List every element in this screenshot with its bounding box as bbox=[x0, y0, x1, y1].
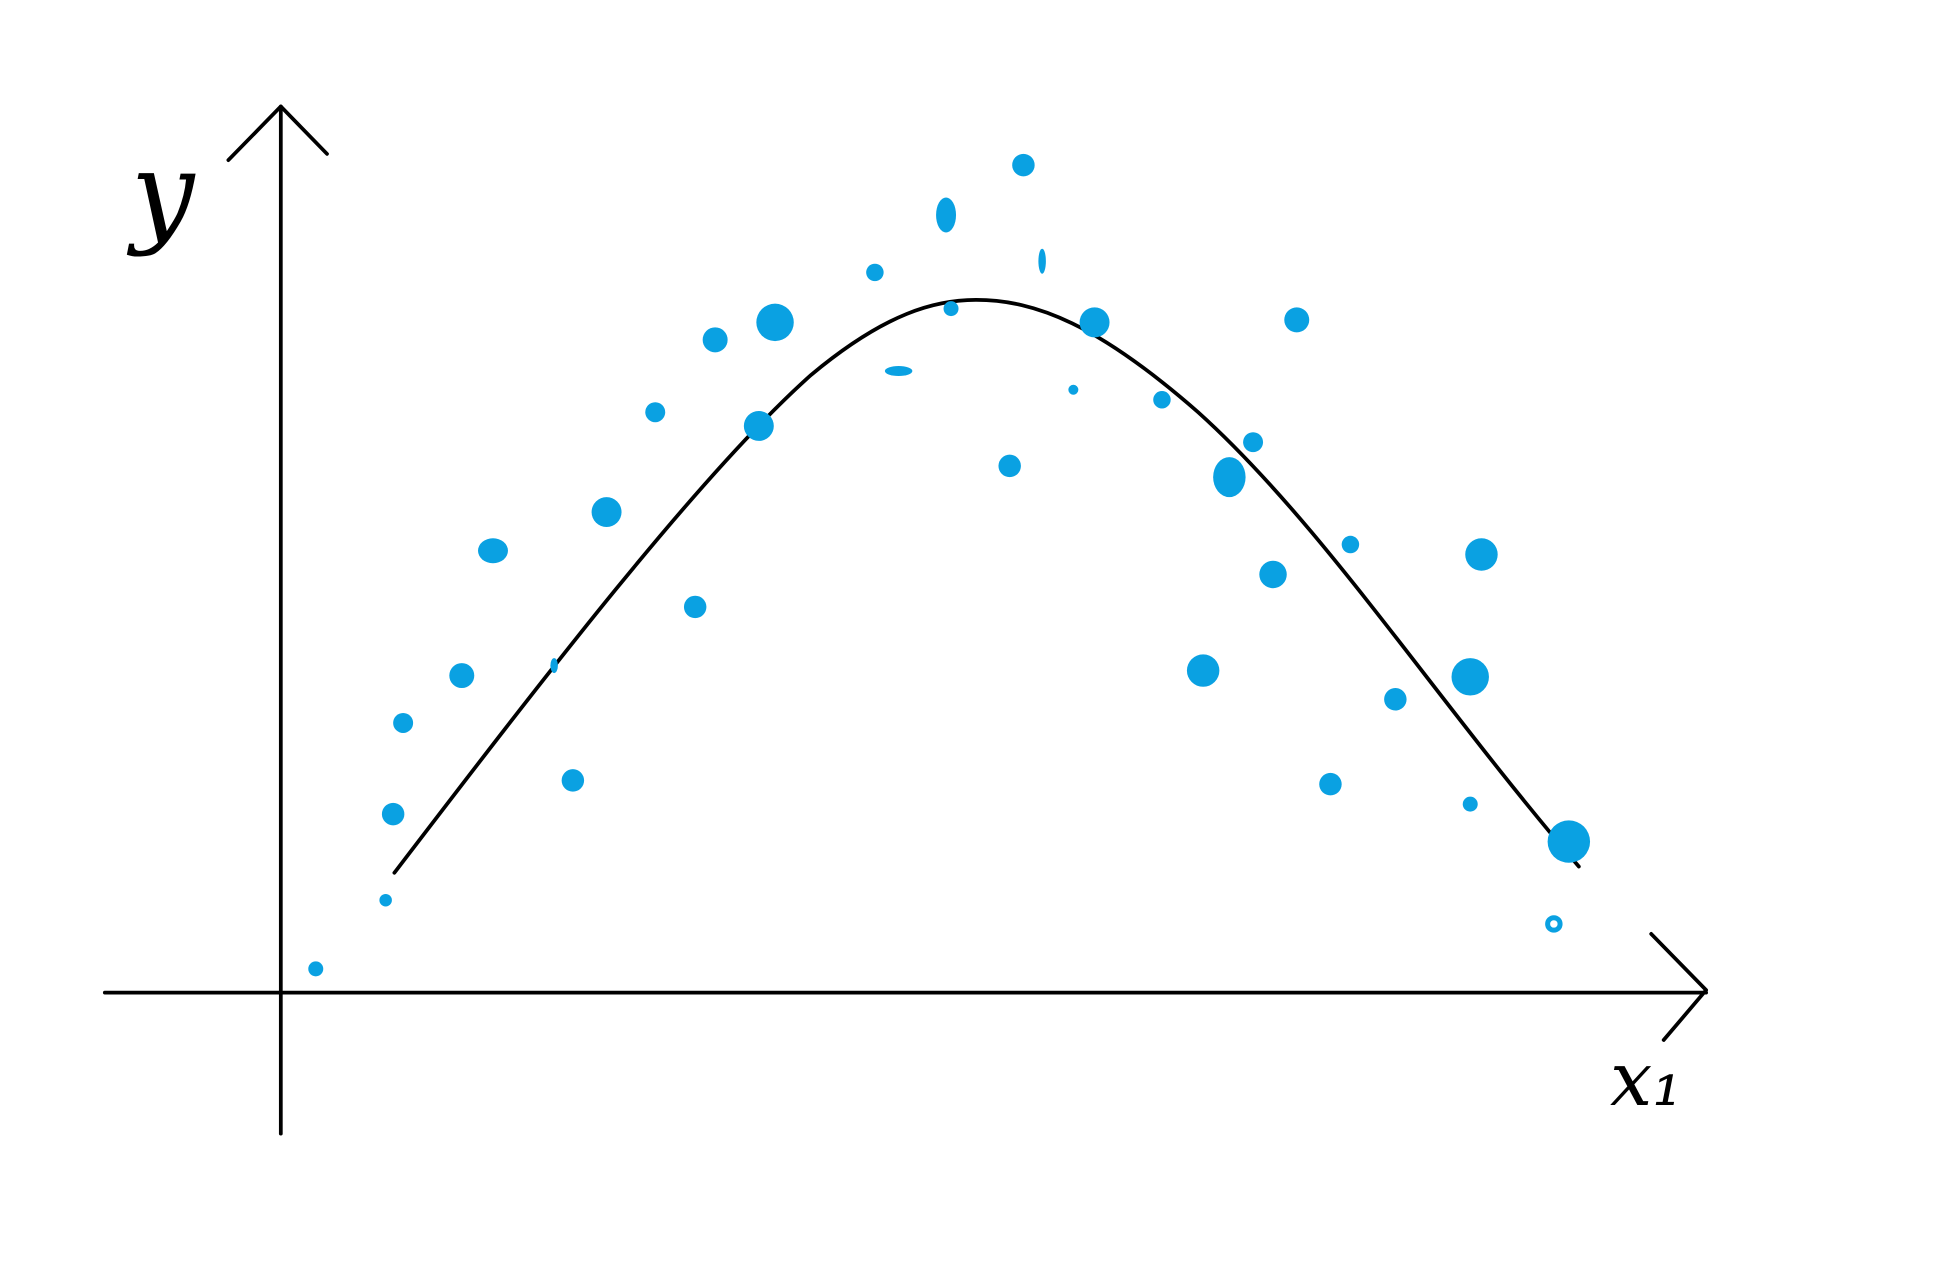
point bbox=[683, 595, 707, 619]
point bbox=[1341, 535, 1360, 554]
point bbox=[1319, 772, 1342, 796]
point bbox=[478, 538, 508, 564]
point bbox=[1038, 248, 1046, 274]
point bbox=[1284, 307, 1310, 333]
point bbox=[866, 263, 884, 282]
point bbox=[1186, 654, 1220, 687]
point bbox=[1465, 538, 1498, 571]
point bbox=[1259, 560, 1287, 589]
point bbox=[1384, 688, 1407, 711]
point bbox=[1462, 796, 1478, 812]
y-axis-label: y bbox=[126, 128, 196, 258]
point bbox=[702, 327, 728, 353]
point bbox=[381, 802, 405, 826]
point bbox=[591, 497, 622, 528]
point bbox=[550, 658, 558, 674]
x-axis-label: x₁ bbox=[1610, 1035, 1682, 1123]
point bbox=[393, 713, 414, 733]
point bbox=[379, 893, 392, 907]
point bbox=[998, 454, 1021, 478]
point bbox=[743, 410, 774, 441]
point bbox=[561, 769, 585, 792]
fit-curve bbox=[392, 298, 1581, 875]
x-arrowhead bbox=[1649, 932, 1708, 1042]
point bbox=[645, 402, 666, 423]
point bbox=[756, 303, 794, 342]
point bbox=[1547, 820, 1591, 863]
point bbox=[449, 663, 475, 689]
point bbox=[1153, 391, 1171, 409]
point bbox=[884, 366, 913, 377]
point bbox=[308, 961, 324, 977]
point bbox=[1243, 432, 1264, 453]
point bbox=[1545, 915, 1563, 933]
point bbox=[1012, 153, 1035, 177]
point bbox=[943, 301, 959, 317]
point bbox=[1213, 457, 1246, 498]
points bbox=[308, 153, 1591, 977]
point bbox=[1068, 384, 1079, 395]
y-arrowhead bbox=[226, 104, 329, 162]
point bbox=[1451, 658, 1489, 696]
point bbox=[936, 197, 957, 233]
point bbox=[1079, 307, 1110, 338]
